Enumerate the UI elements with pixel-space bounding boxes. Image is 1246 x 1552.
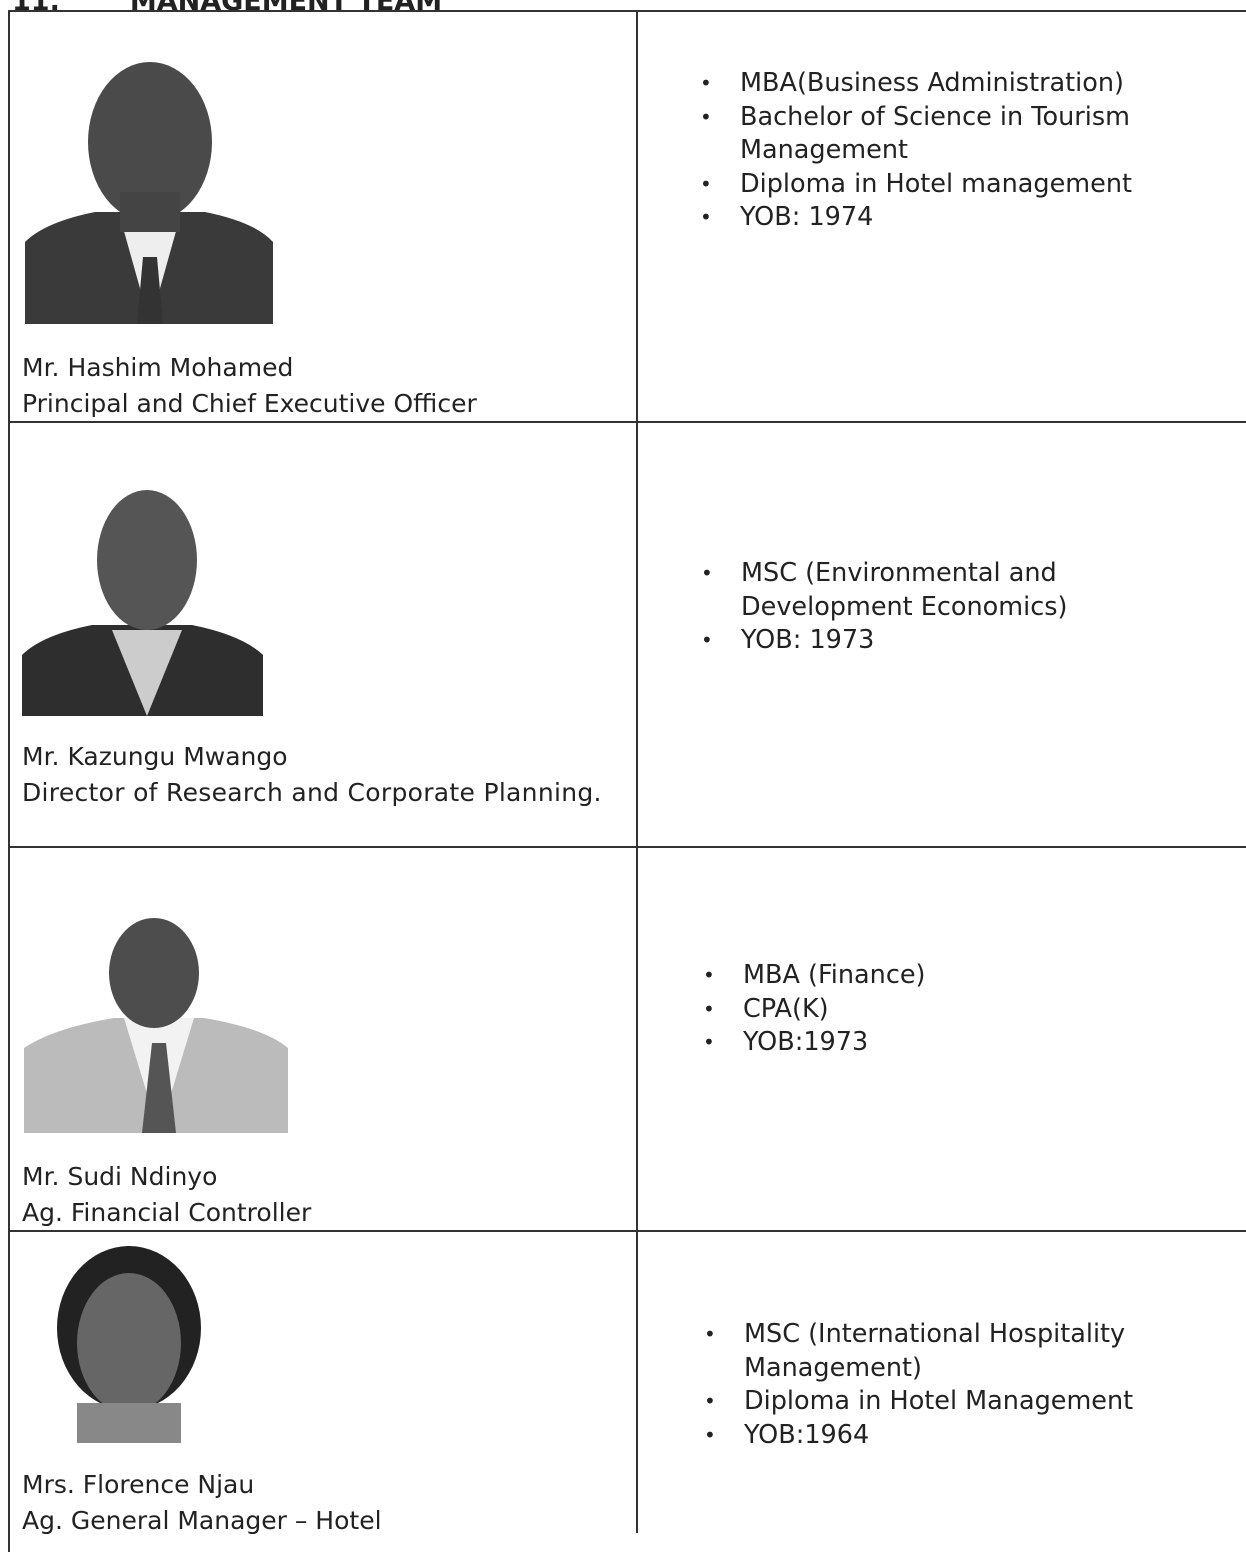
portrait-photo [24, 918, 288, 1133]
member-title: Ag. Financial Controller [22, 1198, 312, 1227]
portrait-photo [22, 485, 263, 716]
row-divider [8, 846, 1246, 848]
member-name: Mr. Kazungu Mwango [22, 742, 288, 771]
qualification: MBA (Finance) [703, 959, 1213, 993]
member-title: Principal and Chief Executive Officer [22, 389, 477, 418]
row-divider [8, 1230, 1246, 1232]
qualification: Diploma in Hotel Management [704, 1385, 1214, 1419]
qualification: CPA(K) [703, 993, 1213, 1027]
qualification-list: MBA (Finance)CPA(K)YOB:1973 [703, 959, 1213, 1060]
heading-number: 11. [12, 0, 60, 17]
member-name: Mr. Sudi Ndinyo [22, 1162, 218, 1191]
member-name: Mrs. Florence Njau [22, 1470, 255, 1499]
qualification: Diploma in Hotel management [700, 168, 1210, 202]
row-divider [8, 421, 1246, 423]
member-caption: Mr. Hashim Mohamed Principal and Chief E… [22, 350, 624, 422]
member-caption: Mr. Sudi Ndinyo Ag. Financial Controller [22, 1159, 624, 1231]
qualification: MSC (Environmental and Development Econo… [701, 557, 1211, 624]
qualification: YOB: 1974 [700, 201, 1210, 235]
qualification-list: MSC (International Hospitality Managemen… [704, 1318, 1214, 1452]
qualification: Bachelor of Science in Tourism Managemen… [700, 101, 1210, 168]
qualification: MBA(Business Administration) [700, 67, 1210, 101]
member-caption: Mr. Kazungu Mwango Director of Research … [22, 739, 624, 811]
portrait-photo [55, 1243, 202, 1443]
qualification: MSC (International Hospitality Managemen… [704, 1318, 1214, 1385]
member-name: Mr. Hashim Mohamed [22, 353, 294, 382]
member-title: Ag. General Manager – Hotel [22, 1506, 382, 1535]
qualification: YOB:1973 [703, 1026, 1213, 1060]
qualification-list: MSC (Environmental and Development Econo… [701, 557, 1211, 658]
member-title: Director of Research and Corporate Plann… [22, 778, 602, 807]
portrait-photo [25, 42, 273, 324]
heading-title: MANAGEMENT TEAM [129, 0, 443, 17]
section-heading: 11. MANAGEMENT TEAM [12, 0, 512, 17]
qualification: YOB:1964 [704, 1419, 1214, 1453]
table-frame [8, 10, 1246, 1552]
member-caption: Mrs. Florence Njau Ag. General Manager –… [22, 1467, 624, 1539]
column-divider [636, 10, 638, 1533]
qualification-list: MBA(Business Administration)Bachelor of … [700, 67, 1210, 235]
qualification: YOB: 1973 [701, 624, 1211, 658]
